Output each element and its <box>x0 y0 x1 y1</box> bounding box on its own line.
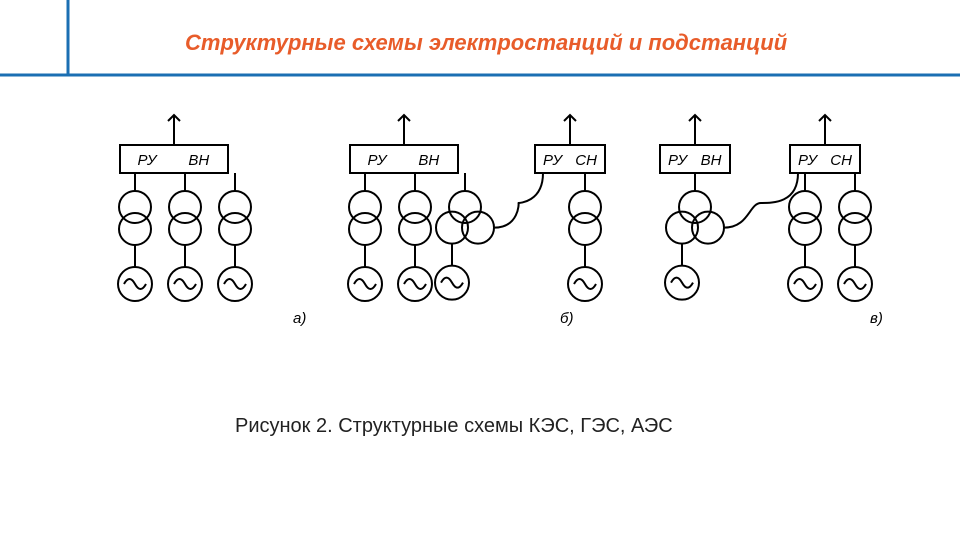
schematic-canvas: РУ ВН а) РУ ВН РУ СН б) РУ ВН РУ СН в) <box>0 0 960 540</box>
svg-text:РУ: РУ <box>798 152 818 169</box>
svg-text:РУ: РУ <box>668 152 688 169</box>
svg-text:ВН: ВН <box>701 152 722 169</box>
svg-text:ВН: ВН <box>418 152 439 169</box>
svg-text:в): в) <box>870 310 883 327</box>
svg-text:РУ: РУ <box>368 152 388 169</box>
svg-text:б): б) <box>560 310 573 327</box>
svg-text:СН: СН <box>830 152 852 169</box>
svg-text:СН: СН <box>575 152 597 169</box>
svg-text:ВН: ВН <box>188 152 209 169</box>
svg-text:а): а) <box>293 310 306 327</box>
svg-text:РУ: РУ <box>138 152 158 169</box>
svg-text:РУ: РУ <box>543 152 563 169</box>
